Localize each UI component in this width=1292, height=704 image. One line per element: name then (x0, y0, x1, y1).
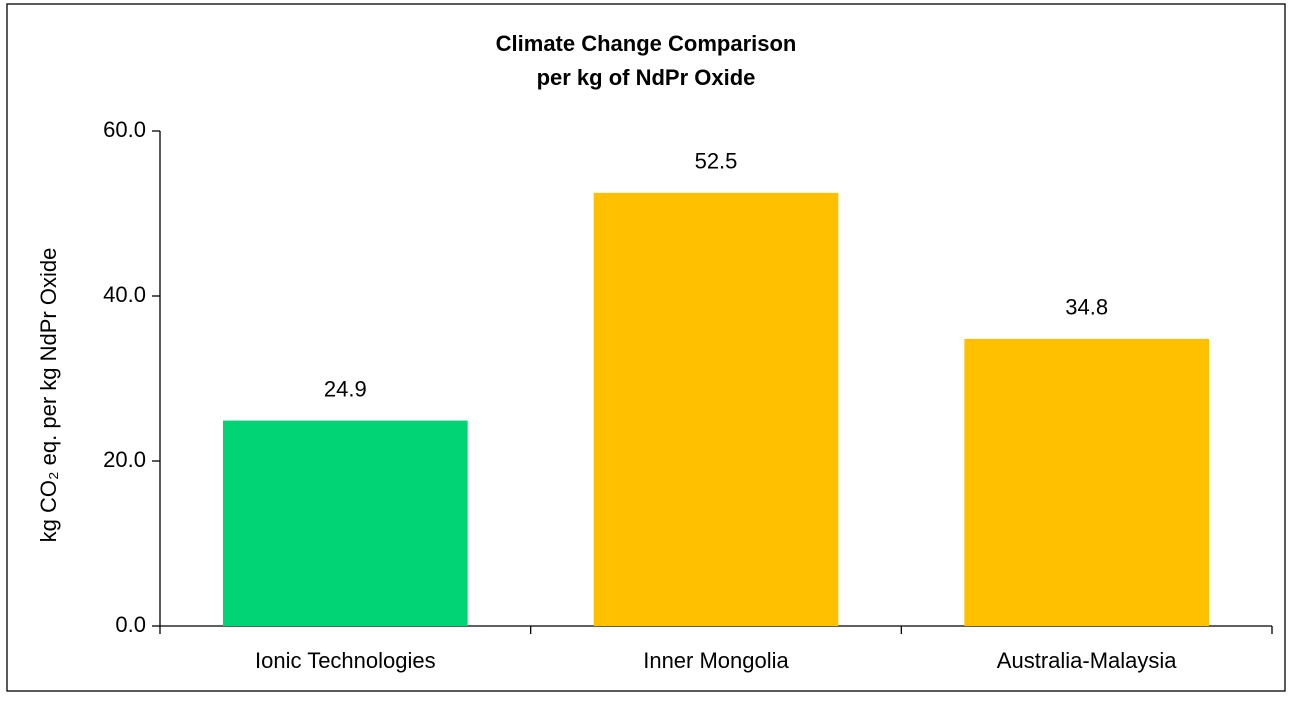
bar (223, 420, 468, 626)
x-tick-label: Inner Mongolia (643, 648, 789, 673)
chart-subtitle: per kg of NdPr Oxide (537, 65, 756, 90)
y-tick-label: 20.0 (103, 447, 146, 472)
bar (964, 338, 1209, 626)
chart-title: Climate Change Comparison (496, 31, 797, 56)
bar (593, 192, 839, 626)
y-axis-label: kg CO₂ eq. per kg NdPr Oxide (36, 248, 61, 543)
y-tick-label: 0.0 (115, 612, 146, 637)
y-tick-label: 40.0 (103, 282, 146, 307)
x-tick-label: Ionic Technologies (255, 648, 436, 673)
data-label: 34.8 (1065, 295, 1108, 320)
data-label: 52.5 (695, 149, 738, 174)
data-label: 24.9 (324, 376, 367, 401)
y-tick-label: 60.0 (103, 117, 146, 142)
chart-border (6, 3, 1286, 692)
x-tick-label: Australia-Malaysia (997, 648, 1177, 673)
